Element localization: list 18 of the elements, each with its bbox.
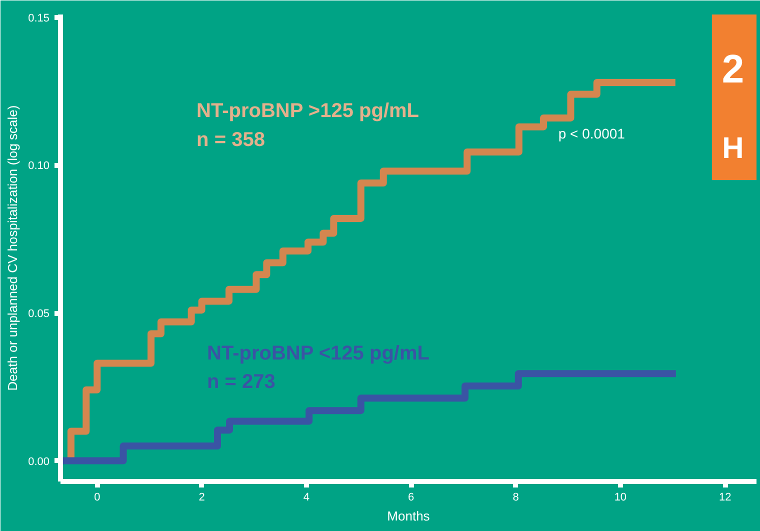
y-tick-label: 0.00 xyxy=(28,456,50,468)
y-axis-title: Death or unplanned CV hospitalization (log scale) xyxy=(5,105,20,391)
annotation: H xyxy=(722,132,744,166)
series-label: NT-proBNP >125 pg/mL n = 358 xyxy=(196,100,420,151)
annotation: p < 0.0001 xyxy=(558,126,626,142)
x-tick-label: 0 xyxy=(94,492,100,504)
x-tick-label: 2 xyxy=(198,492,205,504)
x-tick-label: 6 xyxy=(408,492,414,504)
y-tick-label: 0.05 xyxy=(28,308,50,320)
y-tick-label: 0.10 xyxy=(28,160,50,172)
x-axis-title: Months xyxy=(387,508,430,524)
series-label: NT-proBNP <125 pg/mL n = 273 xyxy=(207,342,430,394)
y-tick-label: 0.15 xyxy=(28,12,50,24)
x-tick-label: 10 xyxy=(614,492,627,504)
x-tick-label: 4 xyxy=(303,492,310,504)
x-tick-label: 8 xyxy=(512,492,519,504)
x-tick-label: 12 xyxy=(718,492,732,504)
annotation: 2 xyxy=(722,47,744,92)
